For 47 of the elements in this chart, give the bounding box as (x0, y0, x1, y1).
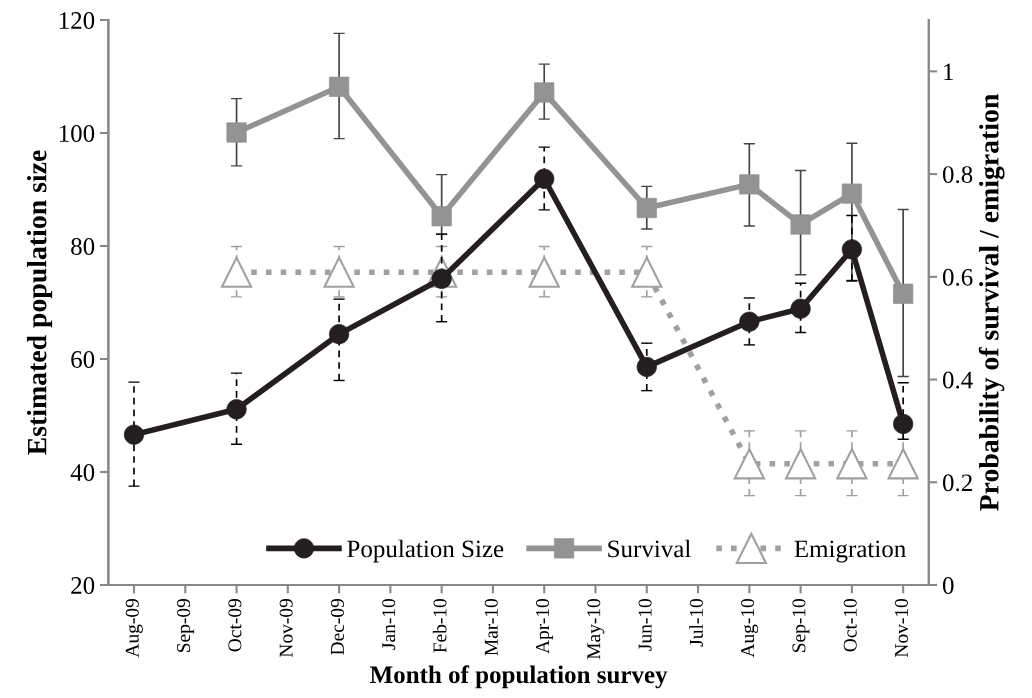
x-tick-label: Aug-09 (125, 598, 143, 658)
x-axis-title: Month of population survey (370, 665, 668, 689)
point (784, 448, 817, 480)
point (329, 76, 350, 97)
point (220, 256, 253, 288)
y-axis-title: Estimated population size (26, 150, 53, 455)
legend-label: Emigration (794, 540, 906, 563)
legend-label: Population Size (347, 539, 504, 563)
point (836, 448, 868, 480)
y2-tick-label: 0.4 (942, 371, 973, 389)
x-tick-label: Nov-10 (894, 598, 909, 658)
x-tick-label: Oct-09 (228, 598, 242, 652)
point (528, 256, 560, 288)
x-tick-label: Aug-10 (741, 598, 759, 658)
x-tick-label: Sep-10 (792, 598, 810, 652)
y-tick-label: 40 (70, 464, 95, 481)
point (790, 298, 811, 319)
x-tick-label: Apr-10 (535, 598, 554, 654)
point (733, 448, 765, 480)
x-tick-label: May-10 (587, 598, 605, 660)
point (887, 448, 919, 480)
point (323, 256, 355, 288)
point (226, 399, 247, 420)
y2-axis-title: Probability of survival / emigration (978, 94, 1005, 511)
x-tick-label: Sep-09 (177, 598, 195, 652)
y-tick-label: 20 (71, 577, 95, 594)
x-tick-label: Nov-09 (279, 598, 293, 658)
point (631, 256, 663, 288)
x-tick-label: Jul-10 (689, 598, 703, 647)
y-tick-label: 120 (59, 12, 95, 29)
y-tick-label: 80 (71, 238, 95, 255)
y2-tick-label: 0.2 (942, 474, 972, 492)
x-tick-label: Jun-10 (638, 598, 652, 651)
y-tick-label: 60 (71, 351, 95, 368)
y2-tick-label: 0.8 (942, 166, 973, 184)
x-tick-label: Oct-10 (843, 598, 857, 652)
y2-tick-label: 1 (944, 63, 953, 81)
y-tick-label: 100 (59, 125, 95, 142)
y2-tick-label: 0.6 (942, 268, 973, 286)
x-tick-label: Feb-10 (432, 598, 447, 653)
point (534, 82, 555, 103)
point (893, 413, 914, 435)
y2-tick-label: 0 (942, 577, 954, 594)
x-tick-label: Mar-10 (484, 598, 498, 656)
x-tick-label: Jan-10 (382, 598, 396, 650)
x-tick-label: Dec-09 (330, 598, 344, 655)
legend-label: Survival (608, 539, 691, 558)
